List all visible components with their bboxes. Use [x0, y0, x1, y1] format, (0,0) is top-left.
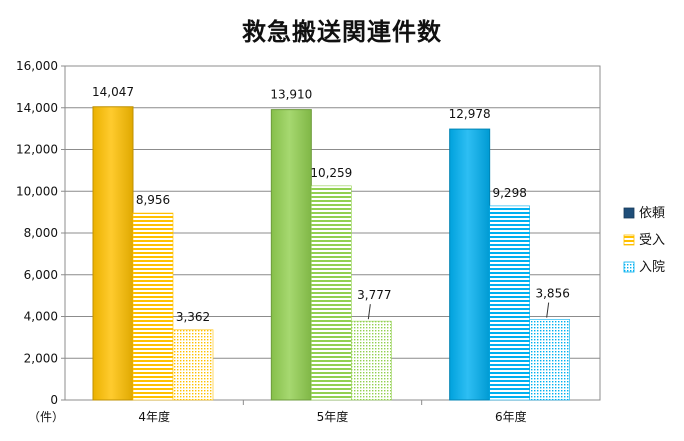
data-labels: 14,047 8,956 3,362 13,910 10,259 3,777 12,978 9…: [92, 85, 570, 324]
y-tick-label-7: 14,000: [16, 101, 58, 115]
y-unit-label: （件）: [28, 410, 64, 424]
data-label-依頼-1: 13,910: [270, 88, 312, 102]
bar-受入-2: [489, 205, 530, 401]
bar-依頼-1: [270, 109, 312, 401]
bar-入院-1: [351, 320, 392, 401]
legend-label-依頼: 依頼: [639, 206, 665, 221]
legend-swatch-受入: [623, 234, 635, 246]
data-label-受入-2: 9,298: [492, 186, 526, 200]
data-label-受入-1: 10,259: [310, 166, 352, 180]
y-tick-label-6: 12,000: [16, 143, 58, 157]
leader-line-入院-2: [546, 302, 550, 318]
data-label-入院-1: 3,777: [357, 288, 391, 302]
x-category-label-0: 4年度: [138, 409, 170, 424]
data-label-入院-0: 3,362: [176, 310, 210, 324]
y-tick-label-0: 0: [50, 393, 58, 407]
bar-受入-0: [132, 212, 174, 401]
data-label-受入-0: 8,956: [136, 193, 170, 207]
x-category-label-2: 6年度: [495, 409, 527, 424]
x-category-label-1: 5年度: [317, 409, 349, 424]
bar-依頼-2: [449, 128, 491, 401]
y-tick-label-2: 4,000: [24, 310, 58, 324]
legend-swatch-入院: [623, 261, 635, 273]
bar-依頼-0: [92, 106, 134, 401]
y-tick-label-1: 2,000: [24, 351, 58, 365]
bar-入院-0: [172, 329, 214, 401]
legend-label-入院: 入院: [639, 260, 665, 275]
legend-label-受入: 受入: [639, 233, 665, 248]
data-label-依頼-0: 14,047: [92, 85, 134, 99]
bar-入院-2: [529, 319, 570, 401]
data-label-依頼-2: 12,978: [449, 107, 491, 121]
chart-title: 救急搬送関連件数: [242, 18, 442, 46]
bars: [92, 106, 570, 401]
y-tick-label-3: 6,000: [24, 268, 58, 282]
y-tick-label-5: 10,000: [16, 184, 58, 198]
y-tick-label-8: 16,000: [16, 59, 58, 73]
data-label-入院-2: 3,856: [535, 287, 569, 301]
legend-swatch-依頼: [623, 207, 635, 219]
bar-受入-1: [311, 185, 352, 401]
leader-line-入院-1: [367, 304, 371, 320]
y-tick-label-4: 8,000: [24, 226, 58, 240]
